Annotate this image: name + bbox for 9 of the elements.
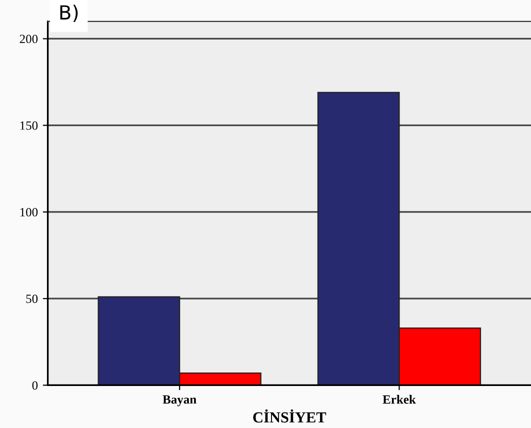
y-tick-label: 200 xyxy=(20,34,38,44)
chart-title: B) xyxy=(60,4,78,22)
x-axis-title: CİNSİYET xyxy=(253,409,326,423)
y-tick-label: 50 xyxy=(26,294,38,304)
x-tick-label: Bayan xyxy=(162,395,196,406)
y-tick-label: 150 xyxy=(20,121,38,130)
y-tick-label: 0 xyxy=(32,381,38,390)
y-tick-label: 100 xyxy=(20,208,38,216)
x-tick-label: Erkek xyxy=(382,394,416,404)
